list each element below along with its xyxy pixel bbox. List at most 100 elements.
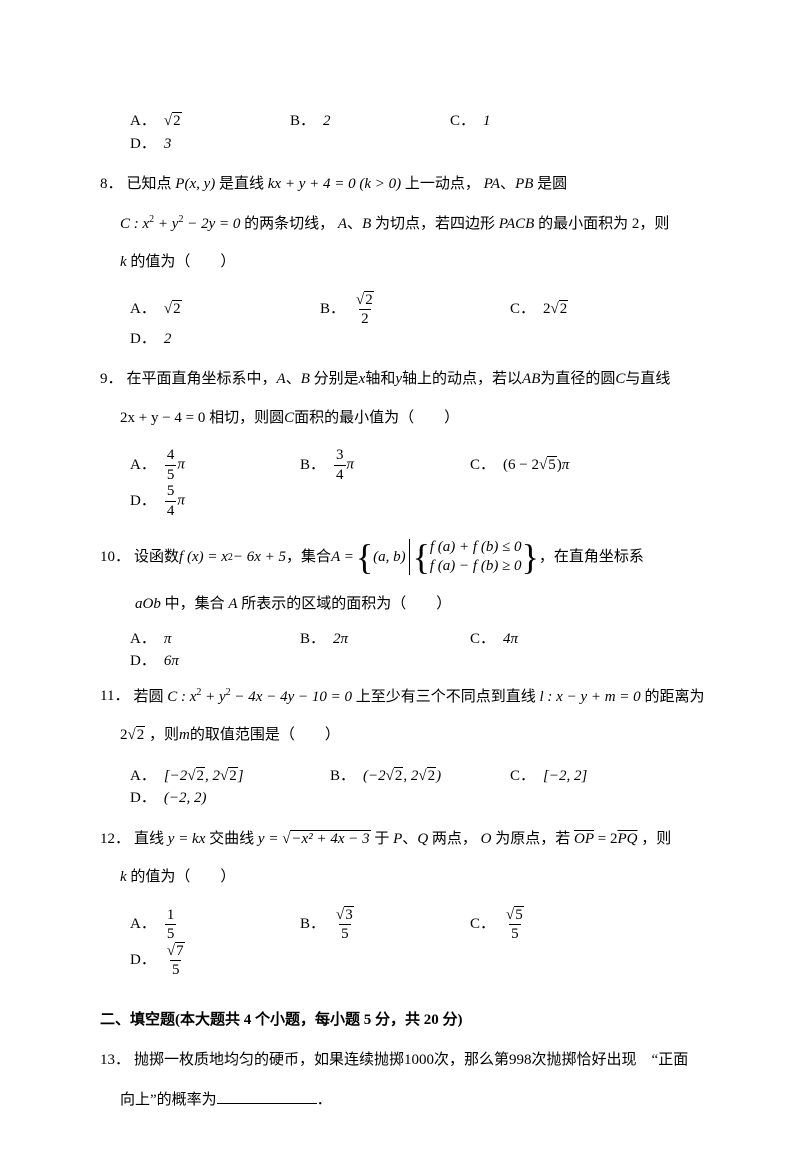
q12-num: 12． (100, 828, 130, 851)
q7-d-label: D． (130, 133, 156, 156)
q9-t2: 分别是 (314, 371, 359, 387)
q8-line3: k 的值为（ ） (70, 243, 730, 282)
q10-t2: ，集合 (286, 546, 331, 569)
q10-t1: 设函数 (134, 546, 179, 569)
q11a-po: ] (238, 768, 244, 784)
q8-m1: P(x, y) (175, 176, 215, 192)
q11-option-d: D． (−2, 2) (130, 787, 250, 810)
q7-option-b: B． 2 (290, 110, 450, 133)
q10-set: { (a, b) { f (a) + f (b) ≤ 0 f (a) − f (… (356, 537, 539, 577)
q7-c-label: C． (450, 110, 475, 133)
q12-t5: 为原点，若 (495, 831, 570, 847)
q9-m4: y (395, 371, 402, 387)
q8: 8． 已知点 P(x, y) 是直线 kx + y + 4 = 0 (k > 0… (70, 165, 730, 204)
q8-t1: 已知点 (127, 176, 172, 192)
q12-option-b: B． 35 (300, 907, 470, 943)
q11-m2: + y (201, 689, 225, 705)
q11-l2c: 2 (120, 727, 128, 743)
q12-option-c: C． 55 (470, 907, 640, 943)
q8c-c: 2 (543, 301, 551, 317)
q13-l2t1: 向上”的概率为 (120, 1092, 217, 1108)
q8d-v: 2 (164, 328, 172, 351)
q9b-l: B． (300, 454, 325, 477)
q9-t1: 在平面直角坐标系中， (127, 371, 277, 387)
q10-m3: A = (331, 546, 354, 569)
q10-l2m2: A (228, 596, 237, 612)
q12-m4: Q (417, 831, 428, 847)
q8-option-d: D． 2 (130, 328, 250, 351)
q9-l2t2: 面积的最小值为（ ） (294, 410, 459, 426)
q12d-n: 7 (175, 942, 185, 959)
q12-s1: 、 (402, 831, 417, 847)
q12-body: 直线 y = kx 交曲线 y = −x² + 4x − 3 于 P、Q 两点，… (134, 828, 671, 851)
q8b-l: B． (320, 298, 345, 321)
q7-b-label: B． (290, 110, 315, 133)
q9d-n: 5 (165, 483, 177, 501)
q7-option-d: D． 3 (130, 133, 290, 156)
q11-t2: 上至少有三个不同点到直线 (356, 689, 536, 705)
q12d-l: D． (130, 949, 156, 972)
q12-ov2: PQ (618, 831, 638, 847)
q9-t5: 为直径的圆 (540, 371, 615, 387)
q11-l2r: 2 (136, 726, 146, 743)
q9-m6: C (615, 371, 625, 387)
q11-l2m1: m (179, 727, 190, 743)
q8-m4: PB (515, 176, 533, 192)
q10-m1: f (x) = x (179, 546, 228, 569)
q12-t4: 两点， (432, 831, 477, 847)
q8-option-c: C． 22 (510, 298, 650, 321)
q11-option-a: A． [−22, 22] (130, 765, 330, 788)
q9-t3: 轴和 (365, 371, 395, 387)
q13-line2: 向上”的概率为． (70, 1080, 730, 1120)
q8-body: 已知点 P(x, y) 是直线 kx + y + 4 = 0 (k > 0) 上… (127, 173, 568, 196)
q11a-r2: 2 (228, 767, 238, 784)
q8-l2m2: A (338, 216, 347, 232)
q11c-l: C． (510, 765, 535, 788)
q7-option-a: A． 2 (130, 110, 290, 133)
q10b-v: 2π (333, 631, 348, 647)
q8a-l: A． (130, 298, 156, 321)
q8-option-a: A． 2 (130, 298, 320, 321)
q9b-d: 4 (334, 465, 346, 484)
q9-line2: 2x + y − 4 = 0 相切，则圆C面积的最小值为（ ） (70, 399, 730, 438)
q11a-m: , 2 (205, 768, 220, 784)
q9-m5: AB (522, 371, 540, 387)
q11-m1: C : x (167, 689, 196, 705)
q12-rad: −x² + 4x − 3 (290, 830, 370, 847)
q8-l2b: + y (154, 216, 178, 232)
q12-t6: ，则 (641, 831, 671, 847)
q8-l2t2: 为切点，若四边形 (375, 216, 495, 232)
q13-t3: 次抛掷恰好出现 “正面 (532, 1052, 689, 1068)
q11-m3: − 4x − 4y − 10 = 0 (231, 689, 352, 705)
q12-m3: P (393, 831, 402, 847)
q8-s1: 、 (500, 176, 515, 192)
q12-l2t1: 的值为（ ） (130, 869, 235, 885)
q8c-r: 2 (559, 300, 569, 317)
q9a-l: A． (130, 454, 156, 477)
q11-num: 11． (100, 685, 129, 708)
q11b-l: B． (330, 765, 355, 788)
q9c-p: (6 − 2 (503, 457, 539, 473)
q9-option-b: B． 34π (300, 447, 470, 483)
q11-t3: 的距离为 (644, 689, 704, 705)
q7-d-value: 3 (164, 133, 172, 156)
q12: 12． 直线 y = kx 交曲线 y = −x² + 4x − 3 于 P、Q… (70, 820, 730, 859)
q10-line2: aOb 中，集合 A 所表示的区域的面积为（ ） (70, 585, 730, 624)
q10-l2t2: 所表示的区域的面积为（ ） (241, 596, 451, 612)
q9-l2m: 2x + y − 4 = 0 (120, 410, 205, 426)
q8-l2s: 、 (347, 216, 362, 232)
q9-option-d: D． 54π (130, 483, 300, 519)
q9-s1: 、 (286, 371, 301, 387)
q9-l2t1: 相切，则圆 (209, 410, 284, 426)
q11c-v: [−2, 2] (543, 765, 587, 788)
q8-m2: kx + y + 4 = 0 (k > 0) (268, 176, 401, 192)
q9-body: 在平面直角坐标系中，A、B 分别是x轴和y轴上的动点，若以AB为直径的圆C与直线 (127, 368, 671, 391)
q9c-l: C． (470, 454, 495, 477)
q11-l2t1: ，则 (149, 727, 179, 743)
q8b-d: 2 (359, 309, 371, 328)
q13-t2: 次，那么第 (434, 1052, 509, 1068)
q8-t3: 上一动点， (405, 176, 480, 192)
q12-option-d: D． 75 (130, 943, 300, 979)
q8-t4: 是圆 (537, 176, 567, 192)
q10-num: 10． (100, 546, 130, 569)
